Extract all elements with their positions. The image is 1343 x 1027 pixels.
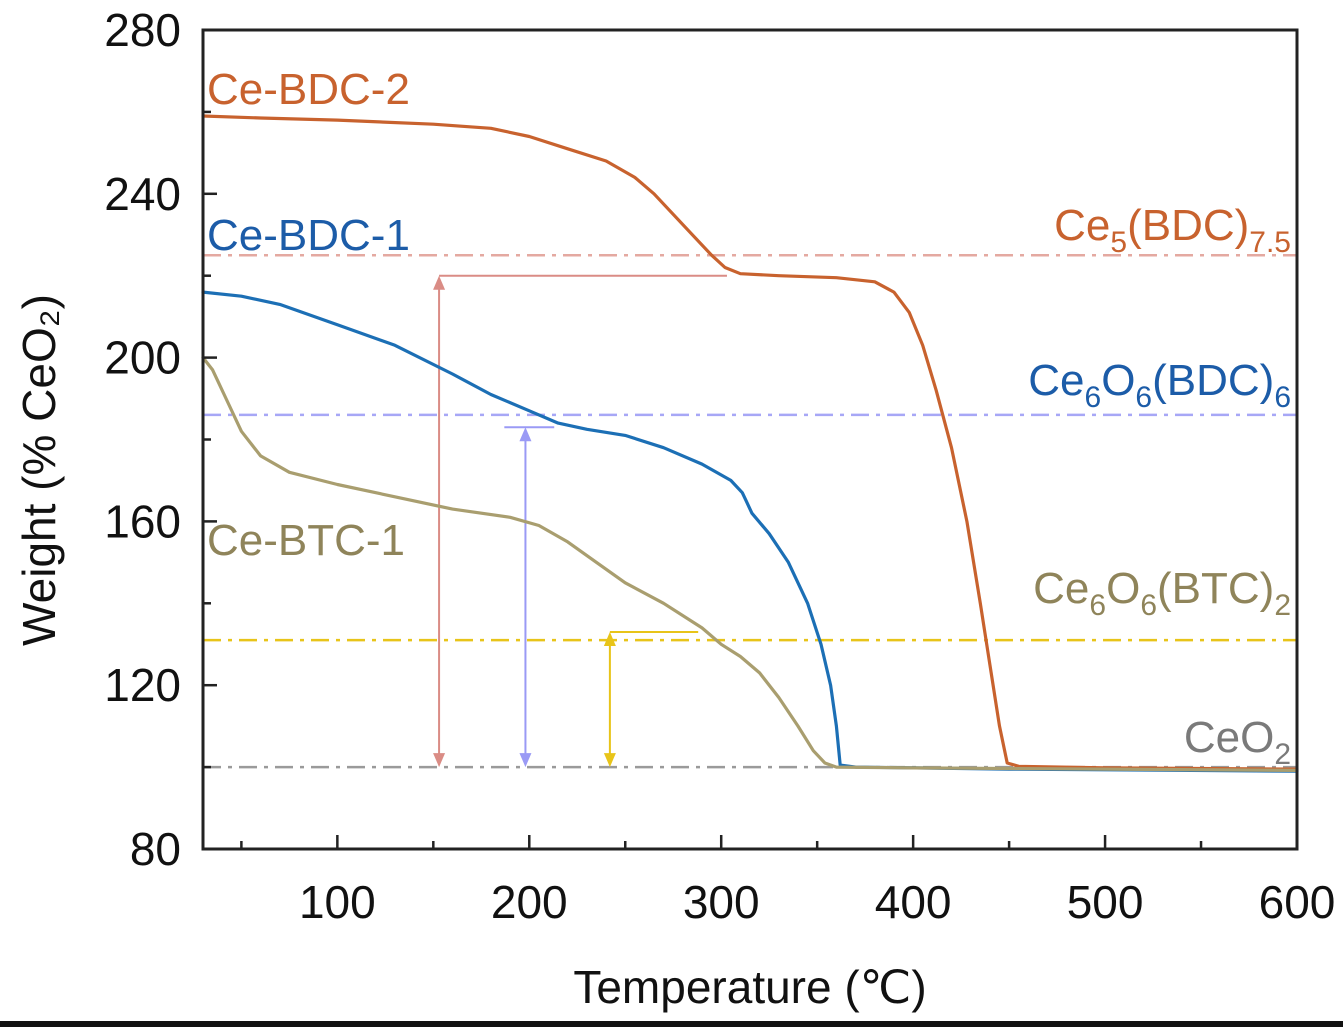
x-tick-label: 300 [683,876,760,928]
ref-label-ce6o6-btc: Ce6O6(BTC)2 [1033,564,1291,622]
y-tick-label: 240 [104,168,181,220]
series-label-ce-btc-1: Ce-BTC-1 [207,516,405,565]
y-axis-title: Weight (% CeO₂) [13,294,65,646]
series-line-ce-btc-1 [201,356,1299,772]
ref-label-ce6o6-bdc: Ce6O6(BDC)6 [1028,356,1291,414]
x-tick-label: 400 [875,876,952,928]
series-label-ce-bdc-2: Ce-BDC-2 [207,65,410,114]
x-axis-title: Temperature (℃) [573,961,926,1013]
series-line-ce-bdc-1 [201,290,1299,773]
y-tick-label: 200 [104,332,181,384]
ref-label-ceo2: CeO2 [1184,713,1291,771]
plot-frame [201,28,1299,851]
y-tick-label: 160 [104,495,181,547]
x-tick-label: 200 [491,876,568,928]
arrow-0 [433,274,727,768]
x-tick-label: 600 [1259,876,1336,928]
x-tick-label: 100 [299,876,376,928]
ref-label-ce5-bdc: Ce5(BDC)7.5 [1054,201,1291,259]
series-line-ce-bdc-2 [201,114,1299,771]
bottom-border [0,1021,1343,1027]
axis-ticks: 100 200 300 400 500 600 80 120 160 200 240 280 [104,4,1335,928]
series-label-ce-bdc-1: Ce-BDC-1 [207,211,410,260]
y-tick-label: 120 [104,659,181,711]
series-lines [201,114,1299,773]
arrows [433,274,727,768]
arrow-1 [504,426,555,768]
y-tick-label: 80 [130,823,181,875]
arrow-2 [603,630,699,768]
y-tick-label: 280 [104,4,181,56]
x-tick-label: 500 [1067,876,1144,928]
